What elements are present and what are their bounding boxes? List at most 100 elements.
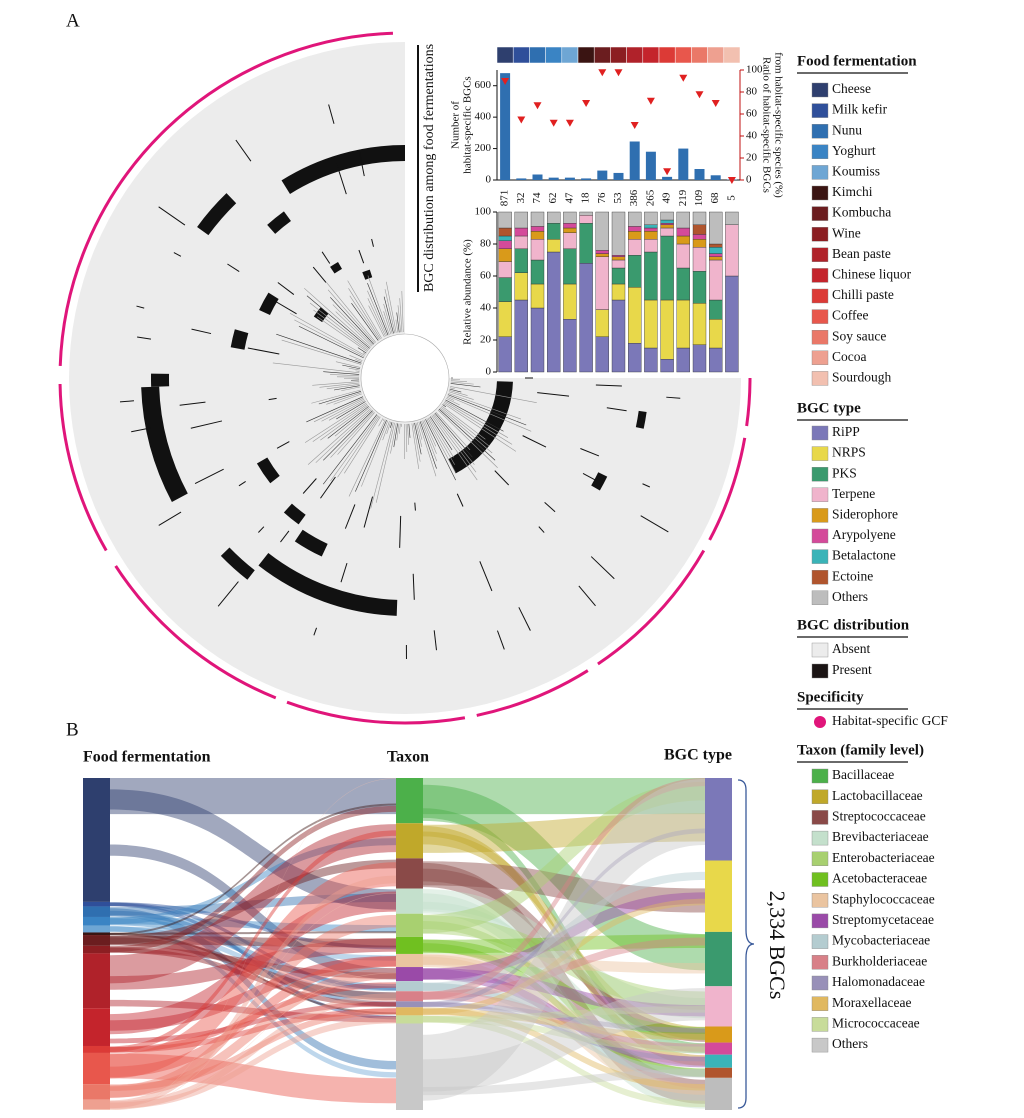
sankey-flow [110,956,396,1078]
tree-branch [333,385,360,391]
presence-arc [220,547,255,580]
presence-tick [227,263,240,272]
legend-swatch [811,425,829,441]
presence-tick [518,607,531,631]
tree-branch [405,423,408,452]
ratio-marker [679,74,688,82]
sankey-flow [423,893,705,1109]
tree-branch [390,423,397,454]
tree-branch [431,415,478,481]
tree-branch [334,407,370,437]
sankey-flow [423,871,705,991]
tree-branch [411,423,420,470]
stacked-segment [595,211,609,251]
sankey-column-title: Taxon [387,749,429,766]
sankey-flow [110,778,396,815]
stacked-segment [709,211,723,245]
stacked-segment [660,222,674,225]
tree-branch [367,298,386,337]
stacked-segment [514,272,528,301]
bar [710,175,721,180]
sankey-node [83,778,110,902]
sankey-flow [110,926,396,999]
sankey-node [396,953,423,968]
stacked-segment [725,224,739,277]
tree-branch [276,333,362,364]
presence-tick [595,384,622,387]
legend-title: Food fermentation [797,53,917,69]
tree-branch [449,388,462,393]
sankey-brace [737,779,755,1109]
tree-branch [408,423,411,438]
legend-label: Moraxellaceae [832,995,911,1010]
tree-branch [315,409,372,463]
legend-swatch [811,528,829,544]
ratio-marker [630,122,639,129]
stacked-segment [514,227,528,237]
sankey-node [83,1052,110,1085]
tree-branch [330,411,374,458]
sankey-node [83,953,110,1009]
tree-branch [446,396,455,401]
stacked-segment [498,277,512,302]
sankey-node [83,1084,110,1100]
stacked-segment [660,299,674,360]
y2-tick-label: 80 [746,86,758,98]
legend-swatch [811,1017,829,1032]
tree-branch [367,275,390,335]
sankey-node [705,778,732,861]
sankey-flow [110,972,396,1110]
sankey-flow [423,898,705,1016]
sankey-flow [110,937,396,1001]
stacked-segment [709,243,723,248]
legend-label: Chinese liquor [832,266,912,281]
tree-branch [307,408,371,465]
tree-branch [393,423,398,448]
sankey-flow [423,1015,705,1054]
presence-tick [414,502,416,511]
presence-tick [247,347,280,355]
tree-branch [317,316,368,352]
category-swatch [610,46,627,64]
presence-tick [544,502,556,513]
sankey-flow [423,934,705,954]
tree-branch [445,399,504,432]
stacked-segment [644,227,658,232]
tree-branch [344,416,381,474]
tree-branch [384,289,396,334]
sankey-flow [423,1008,705,1041]
legend-swatch [811,955,829,970]
sankey-node [396,913,423,937]
stacked-segment [628,230,642,240]
tree-branch [432,414,477,473]
ratio-marker [646,97,655,105]
tree-branch [450,383,481,388]
tree-branch [335,311,373,347]
tree-branch [368,305,385,338]
tree-branch [323,410,373,461]
legend-swatch [811,934,829,949]
presence-tick [235,139,252,162]
sankey-flow [110,935,396,948]
legend-label: Enterobacteriaceae [832,850,935,865]
stacked-segment [676,299,690,349]
y2-tick-label: 0 [746,174,752,186]
y-tick-label: 0 [486,174,492,186]
column-total: 386 [628,189,640,206]
sankey-flow [110,891,396,1035]
tree-branch [337,415,380,478]
legend-label: Betalactone [832,548,896,563]
legend-label: Present [832,662,872,677]
legend-swatch [811,508,829,523]
category-swatch [642,46,660,64]
stacked-segment [692,234,707,240]
tree-branch [323,414,378,485]
stacked-segment [709,347,723,373]
sankey-flow [423,939,705,1040]
category-swatch [529,46,546,64]
sankey-total: 2,334 BGCs [765,891,790,1000]
sankey-flow [423,991,705,1052]
sankey-flow [110,803,396,936]
presence-tick [494,470,510,486]
sankey-flow [423,889,705,1019]
